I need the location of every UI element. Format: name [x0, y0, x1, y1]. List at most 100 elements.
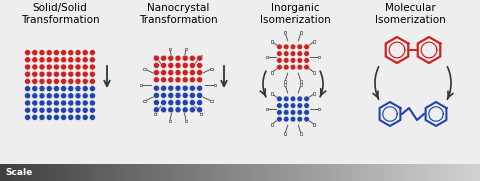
- Circle shape: [168, 107, 174, 113]
- Circle shape: [89, 93, 96, 99]
- Circle shape: [39, 50, 45, 56]
- Circle shape: [154, 100, 159, 106]
- Circle shape: [154, 107, 159, 113]
- Circle shape: [197, 77, 203, 83]
- Circle shape: [32, 114, 38, 120]
- Circle shape: [304, 110, 310, 115]
- Bar: [284, 132, 286, 135]
- Circle shape: [197, 100, 203, 106]
- Circle shape: [182, 107, 188, 113]
- Bar: [210, 100, 213, 102]
- Circle shape: [154, 55, 159, 61]
- Circle shape: [168, 55, 174, 61]
- Bar: [271, 41, 273, 43]
- Circle shape: [168, 100, 174, 106]
- Text: Nanocrystal
Transformation: Nanocrystal Transformation: [139, 3, 217, 25]
- Circle shape: [75, 57, 81, 63]
- Text: Molecular
Isomerization: Molecular Isomerization: [374, 3, 445, 25]
- Circle shape: [32, 50, 38, 56]
- Circle shape: [190, 85, 195, 91]
- Circle shape: [68, 107, 74, 113]
- Circle shape: [68, 50, 74, 56]
- Circle shape: [24, 71, 31, 77]
- Circle shape: [53, 86, 60, 92]
- Bar: [168, 48, 171, 50]
- Circle shape: [82, 71, 88, 77]
- Circle shape: [276, 116, 282, 122]
- Circle shape: [304, 44, 310, 50]
- Circle shape: [89, 114, 96, 120]
- Bar: [318, 108, 320, 110]
- Circle shape: [46, 71, 52, 77]
- Circle shape: [161, 107, 167, 113]
- Bar: [284, 31, 286, 33]
- Bar: [168, 120, 171, 122]
- Circle shape: [24, 100, 31, 106]
- Circle shape: [68, 71, 74, 77]
- Circle shape: [75, 78, 81, 84]
- Text: Inorganic
Isomerization: Inorganic Isomerization: [260, 3, 330, 25]
- Circle shape: [276, 58, 282, 63]
- Circle shape: [68, 100, 74, 106]
- Circle shape: [75, 64, 81, 70]
- Circle shape: [32, 57, 38, 63]
- Circle shape: [276, 103, 282, 108]
- Circle shape: [89, 71, 96, 77]
- Circle shape: [175, 55, 181, 61]
- Circle shape: [46, 86, 52, 92]
- Circle shape: [161, 92, 167, 98]
- Circle shape: [68, 86, 74, 92]
- Bar: [266, 108, 268, 110]
- Circle shape: [46, 57, 52, 63]
- Circle shape: [75, 100, 81, 106]
- Circle shape: [82, 78, 88, 84]
- Circle shape: [32, 86, 38, 92]
- Circle shape: [39, 86, 45, 92]
- Circle shape: [197, 85, 203, 91]
- Circle shape: [82, 114, 88, 120]
- Circle shape: [290, 96, 296, 102]
- Text: Scale: Scale: [5, 168, 32, 177]
- Circle shape: [154, 62, 159, 68]
- Circle shape: [82, 107, 88, 113]
- Circle shape: [60, 107, 67, 113]
- Circle shape: [168, 92, 174, 98]
- Bar: [300, 81, 302, 83]
- Text: Solid/Solid
Transformation: Solid/Solid Transformation: [21, 3, 99, 25]
- Bar: [271, 71, 273, 73]
- Bar: [140, 84, 142, 86]
- Circle shape: [46, 114, 52, 120]
- Circle shape: [53, 107, 60, 113]
- Circle shape: [182, 85, 188, 91]
- Circle shape: [82, 100, 88, 106]
- Circle shape: [39, 78, 45, 84]
- Circle shape: [175, 70, 181, 76]
- Bar: [313, 92, 315, 95]
- Circle shape: [182, 55, 188, 61]
- Circle shape: [53, 71, 60, 77]
- Circle shape: [190, 100, 195, 106]
- Circle shape: [32, 64, 38, 70]
- Circle shape: [82, 50, 88, 56]
- Circle shape: [297, 64, 302, 70]
- Circle shape: [82, 93, 88, 99]
- Circle shape: [60, 57, 67, 63]
- Circle shape: [182, 92, 188, 98]
- Circle shape: [53, 100, 60, 106]
- Bar: [185, 48, 188, 50]
- Circle shape: [39, 107, 45, 113]
- Circle shape: [60, 71, 67, 77]
- Circle shape: [276, 51, 282, 56]
- Circle shape: [46, 78, 52, 84]
- Circle shape: [168, 70, 174, 76]
- Circle shape: [161, 85, 167, 91]
- Circle shape: [75, 107, 81, 113]
- Circle shape: [89, 50, 96, 56]
- Circle shape: [46, 64, 52, 70]
- Circle shape: [197, 107, 203, 113]
- Circle shape: [60, 64, 67, 70]
- Circle shape: [283, 96, 289, 102]
- Circle shape: [283, 103, 289, 108]
- Circle shape: [283, 64, 289, 70]
- Bar: [271, 123, 273, 126]
